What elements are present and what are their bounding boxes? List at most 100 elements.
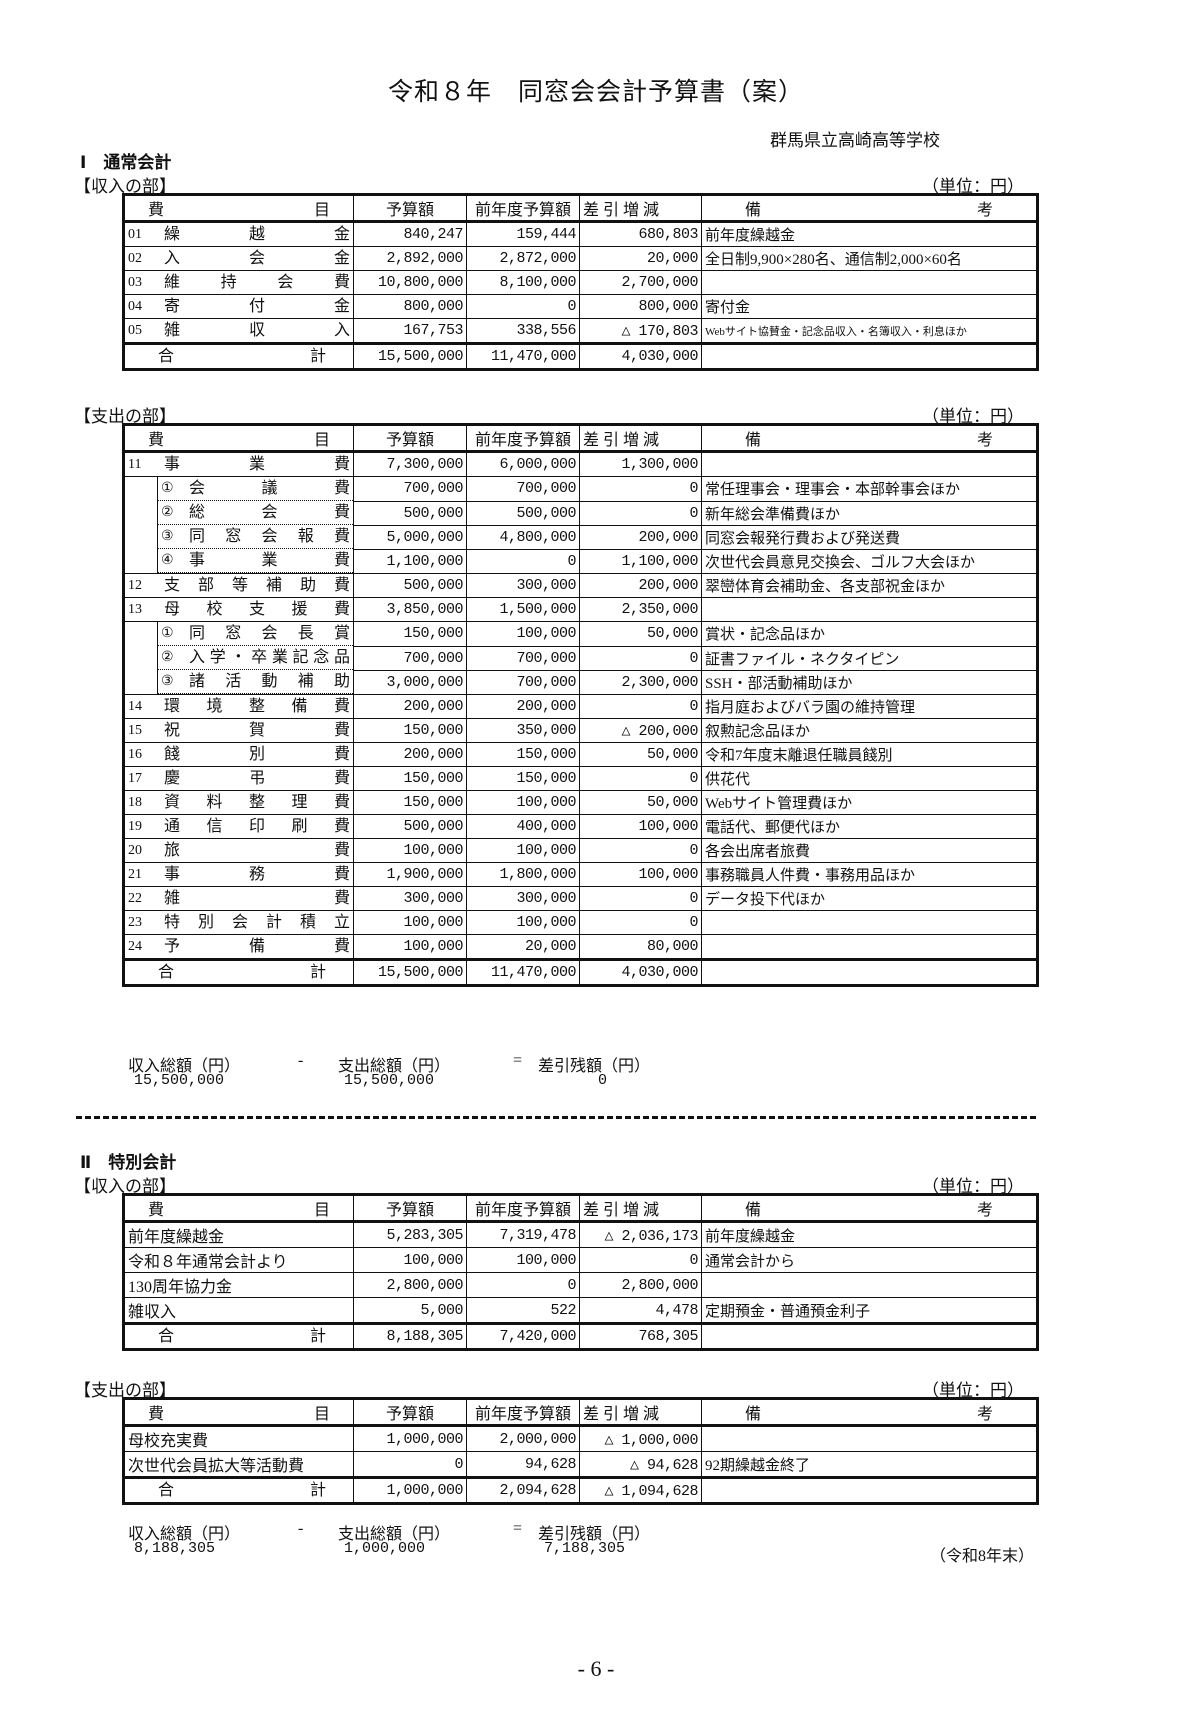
- item-name-box: 12 支部等補助費: [128, 575, 350, 597]
- amount-budget: 3,850,000: [353, 597, 467, 622]
- amount-diff: 0: [579, 500, 702, 526]
- item-name-box: 合計: [128, 347, 350, 369]
- summary-label: =: [513, 1520, 523, 1537]
- note: 寄付金: [701, 294, 1038, 319]
- header-item-label: 費目: [128, 426, 350, 449]
- amount-budget: 840,247: [353, 221, 467, 247]
- header-notes: 備考: [701, 1194, 1038, 1223]
- amount-prev: 2,000,000: [466, 1425, 580, 1452]
- header-notes-label: 備考: [705, 196, 1033, 219]
- amount-diff: △ 1,094,628: [579, 1476, 702, 1504]
- page-number: - 6 -: [577, 1656, 615, 1681]
- table-row: 11 事業費 7,300,000 6,000,000 1,300,000: [123, 451, 1038, 477]
- note: 事務職員人件費・事務用品ほか: [701, 862, 1038, 887]
- note: [701, 910, 1038, 935]
- section-divider: [76, 1116, 1036, 1119]
- header-notes: 備考: [701, 1398, 1038, 1427]
- amount-prev: 700,000: [466, 645, 580, 671]
- amount-budget: 2,892,000: [353, 246, 467, 271]
- item-name-cell: 03 維持会費: [123, 270, 354, 295]
- amount-diff: 0: [579, 886, 702, 911]
- header-notes: 備考: [701, 194, 1038, 223]
- note: 前年度繰越金: [701, 221, 1038, 247]
- header-notes-label: 備考: [705, 1400, 1033, 1423]
- amount-diff: 2,800,000: [579, 1272, 702, 1298]
- item-name: 130周年協力金: [128, 1279, 233, 1296]
- item-name-cell: ④ 事業費: [123, 549, 354, 574]
- table-row: 18 資料整理費 150,000 100,000 50,000 Webサイト管理費ほか: [123, 790, 1038, 815]
- table-row: 16 餞別費 200,000 150,000 50,000 令和7年度末離退任職員餞別: [123, 742, 1038, 767]
- item-name: 餞別費: [164, 746, 350, 763]
- unit-label: （単位：円）: [922, 1177, 1024, 1196]
- item-name-cell: 12 支部等補助費: [123, 573, 354, 598]
- table-row: 02 入会金 2,892,000 2,872,000 20,000 全日制9,900×28…: [123, 246, 1038, 271]
- header-cell: 予算額: [353, 424, 467, 453]
- table-row: 22 雑費 300,000 300,000 0 データ投下代ほか: [123, 886, 1038, 911]
- item-name-cell: 24 予備費: [123, 934, 354, 960]
- item-code: 12: [128, 577, 142, 593]
- table-row: 雑収入 5,000 522 4,478 定期預金・普通預金利子: [123, 1297, 1038, 1324]
- item-name: 総会費: [189, 504, 350, 521]
- item-name-box: 22 雑費: [128, 888, 350, 910]
- item-name-box: 03 維持会費: [128, 272, 350, 294]
- amount-diff: △ 94,628: [579, 1451, 702, 1478]
- item-code: ④: [161, 553, 174, 568]
- amount-prev: 522: [466, 1297, 580, 1324]
- income-label: 【収入の部】: [74, 1177, 176, 1196]
- special-income-table: 費目予算額 前年度予算額差 引 増 減備考前年度繰越金 5,283,305 7,319…: [122, 1193, 1039, 1351]
- item-name: 予備費: [164, 938, 350, 955]
- item-name-cell: 15 祝賀費: [123, 718, 354, 743]
- amount-budget: 500,000: [353, 573, 467, 598]
- item-code: ②: [161, 505, 174, 520]
- amount-prev: 159,444: [466, 221, 580, 247]
- summary-label: 差引残額（円）: [538, 1058, 651, 1075]
- header-item-label: 費目: [128, 1196, 350, 1219]
- table-row: 05 雑収入 167,753 338,556 △ 170,803 Webサイト協賛金・記念…: [123, 318, 1038, 344]
- amount-budget: 8,188,305: [353, 1322, 467, 1350]
- item-name-cell: 合計: [123, 958, 354, 986]
- amount-prev: 300,000: [466, 573, 580, 598]
- header-item: 費目: [123, 194, 354, 223]
- table-row: 13 母校支援費 3,850,000 1,500,000 2,350,000: [123, 597, 1038, 622]
- note: 電話代、郵便代ほか: [701, 814, 1038, 839]
- item-code: ③: [161, 529, 174, 544]
- item-name-cell: 母校充実費: [123, 1425, 354, 1452]
- amount-budget: 100,000: [353, 838, 467, 863]
- summary-label: =: [513, 1052, 523, 1069]
- item-name-box: 13 母校支援費: [128, 599, 350, 621]
- item-name: 同窓会長賞: [189, 625, 350, 642]
- note: 前年度繰越金: [701, 1221, 1038, 1248]
- amount-prev: 100,000: [466, 790, 580, 815]
- table-header-row: 費目予算額 前年度予算額差 引 増 減備考: [123, 1194, 1038, 1223]
- item-name: 令和８年通常会計より: [128, 1254, 288, 1271]
- table-row: 12 支部等補助費 500,000 300,000 200,000 翠巒体育会補助金、各支…: [123, 573, 1038, 598]
- item-name: 合計: [158, 348, 326, 365]
- header-cell: 前年度予算額: [466, 1194, 580, 1223]
- item-name-cell: 130周年協力金: [123, 1272, 354, 1298]
- amount-diff: △ 1,000,000: [579, 1425, 702, 1452]
- header-cell: 予算額: [353, 194, 467, 223]
- item-name-cell: 合計: [123, 1476, 354, 1504]
- header-cell: 予算額: [353, 1194, 467, 1223]
- amount-prev: 20,000: [466, 934, 580, 960]
- amount-diff: 50,000: [579, 621, 702, 647]
- header-notes: 備考: [701, 424, 1038, 453]
- amount-prev: 11,470,000: [466, 342, 580, 370]
- header-char: 費: [148, 432, 165, 449]
- item-code: 14: [128, 698, 142, 714]
- item-code: 11: [128, 456, 142, 472]
- summary-label: -: [298, 1520, 304, 1537]
- header-cell: 前年度予算額: [466, 424, 580, 453]
- item-name-box: 23 特別会計積立: [128, 912, 350, 934]
- header-item: 費目: [123, 1194, 354, 1223]
- regular-expense-table: 費目予算額 前年度予算額差 引 増 減備考 11 事業費 7,300,000 6,000,…: [122, 423, 1039, 987]
- header-char: 備: [745, 1202, 762, 1219]
- amount-prev: 100,000: [466, 838, 580, 863]
- amount-prev: 7,420,000: [466, 1322, 580, 1350]
- table-row: 前年度繰越金 5,283,305 7,319,478 △ 2,036,173 前年度繰越…: [123, 1221, 1038, 1248]
- amount-budget: 167,753: [353, 318, 467, 344]
- amount-budget: 100,000: [353, 934, 467, 960]
- note: 各会出席者旅費: [701, 838, 1038, 863]
- amount-budget: 0: [353, 1451, 467, 1478]
- header-char: 考: [976, 1202, 993, 1219]
